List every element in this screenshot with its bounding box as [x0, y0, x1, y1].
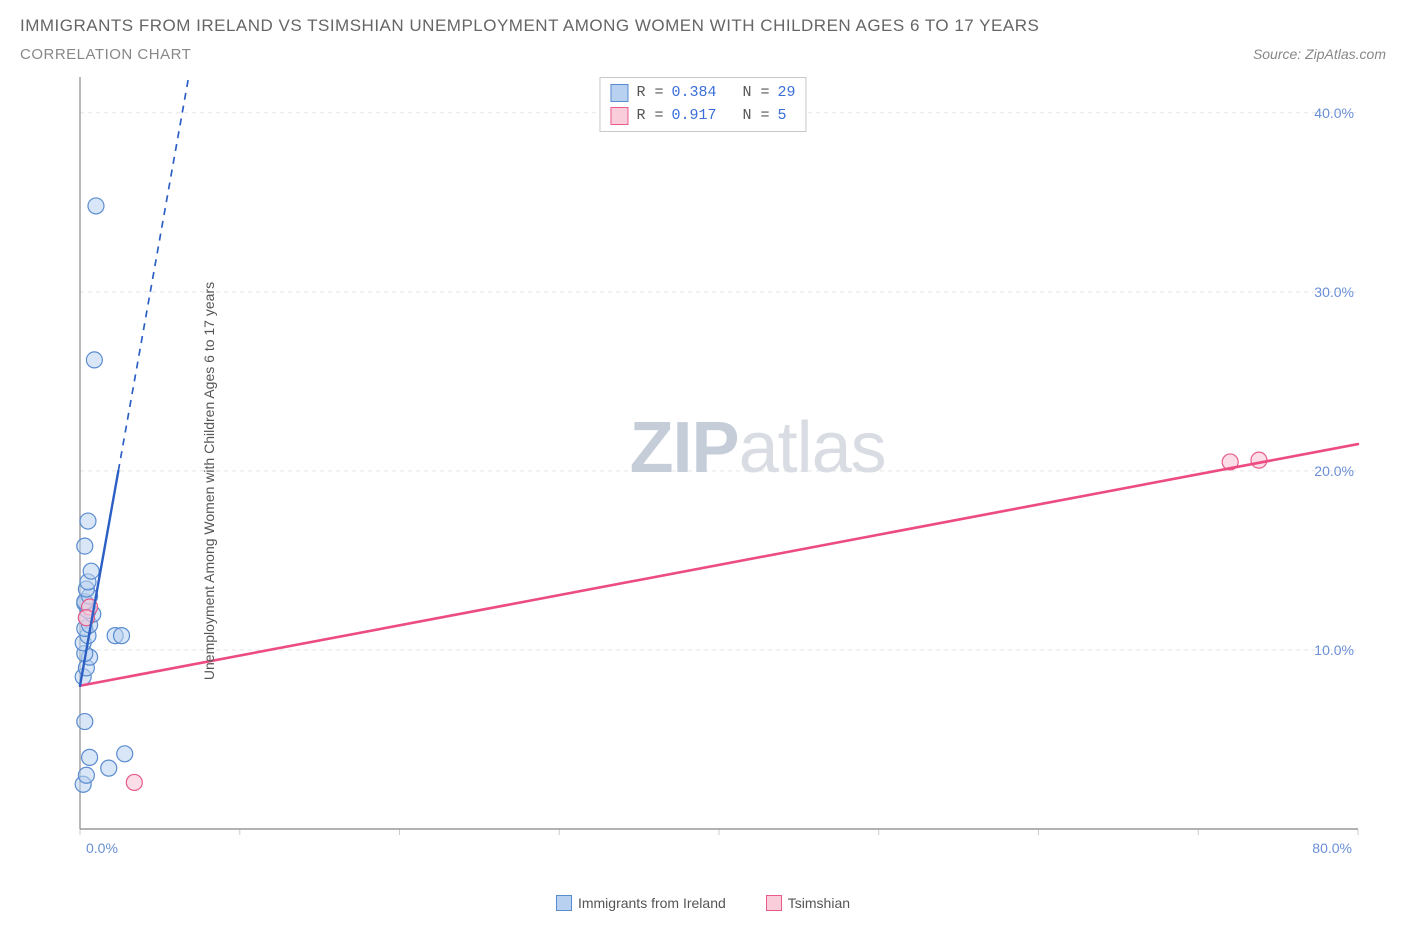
data-point	[82, 749, 98, 765]
stats-row: R = 0.384 N = 29	[610, 82, 795, 105]
legend-label: Immigrants from Ireland	[578, 895, 726, 911]
stats-row: R = 0.917 N = 5	[610, 105, 795, 128]
y-tick-label: 40.0%	[1314, 105, 1354, 121]
trend-line	[80, 444, 1358, 686]
legend: Immigrants from Ireland Tsimshian	[20, 895, 1386, 911]
chart-container: Unemployment Among Women with Children A…	[20, 71, 1386, 891]
data-point	[78, 767, 94, 783]
data-point	[126, 774, 142, 790]
trend-line-extrapolated	[118, 77, 188, 471]
legend-item: Immigrants from Ireland	[556, 895, 726, 911]
y-axis-label: Unemployment Among Women with Children A…	[201, 282, 217, 680]
data-point	[80, 513, 96, 529]
scatter-chart: 10.0% 20.0% 30.0% 40.0% 0.0% 80.0%	[20, 71, 1386, 861]
data-point	[101, 760, 117, 776]
legend-swatch	[556, 895, 572, 911]
y-tick-label: 10.0%	[1314, 642, 1354, 658]
source-attribution: Source: ZipAtlas.com	[1253, 46, 1386, 62]
x-tick-label: 0.0%	[86, 840, 118, 856]
stat-r-label: R =	[636, 105, 663, 128]
stat-r-label: R =	[636, 82, 663, 105]
data-point	[117, 746, 133, 762]
y-tick-label: 30.0%	[1314, 284, 1354, 300]
legend-swatch	[610, 84, 628, 102]
data-point	[77, 538, 93, 554]
subtitle-row: CORRELATION CHART Source: ZipAtlas.com	[20, 46, 1386, 63]
x-tick-label: 80.0%	[1312, 840, 1352, 856]
data-point	[83, 563, 99, 579]
stat-n-value: 29	[778, 82, 796, 105]
legend-swatch	[610, 107, 628, 125]
legend-label: Tsimshian	[788, 895, 850, 911]
stat-r-value: 0.917	[671, 105, 716, 128]
data-point	[86, 352, 102, 368]
stat-n-label: N =	[725, 105, 770, 128]
chart-subtitle: CORRELATION CHART	[20, 46, 191, 63]
legend-item: Tsimshian	[766, 895, 850, 911]
legend-swatch	[766, 895, 782, 911]
data-point	[114, 628, 130, 644]
chart-title: IMMIGRANTS FROM IRELAND VS TSIMSHIAN UNE…	[20, 16, 1386, 36]
data-point	[1251, 452, 1267, 468]
stat-n-value: 5	[778, 105, 787, 128]
data-point	[88, 198, 104, 214]
stat-r-value: 0.384	[671, 82, 716, 105]
correlation-stats-box: R = 0.384 N = 29 R = 0.917 N = 5	[599, 77, 806, 132]
data-point	[77, 714, 93, 730]
y-tick-label: 20.0%	[1314, 463, 1354, 479]
stat-n-label: N =	[725, 82, 770, 105]
